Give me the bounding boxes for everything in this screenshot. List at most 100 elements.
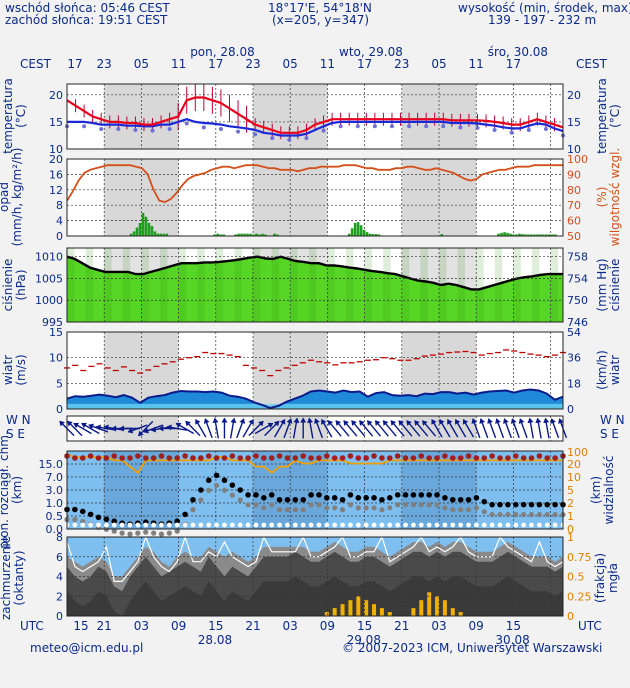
visibility-line <box>66 453 563 475</box>
humidity-tick-right: 80 <box>567 184 581 197</box>
dewpoint-line <box>67 118 564 137</box>
fog-bar <box>348 600 353 616</box>
wind-arrow-head <box>59 420 65 427</box>
cloud-extent-dot-grey <box>221 487 228 493</box>
coords-text: 18°17'E, 54°18'N <box>268 1 372 15</box>
precip-bar <box>515 234 518 236</box>
pressure-stripe <box>234 248 242 322</box>
wind-arrow <box>543 417 550 439</box>
cloud-extent-dot <box>520 501 527 508</box>
cloud-extent-dot-grey <box>158 531 165 537</box>
cloud-extent-dot <box>552 501 558 508</box>
wind-arrow-head <box>137 430 144 437</box>
cloud-extent-dot <box>355 495 362 501</box>
dewpoint-dot <box>543 126 548 131</box>
wind-arrow-head <box>422 420 428 426</box>
pressure-axis-label-left-line: ciśnienie <box>1 259 15 312</box>
pressure-stripe <box>85 248 94 322</box>
pressure-line <box>66 255 563 291</box>
cloud-base-dot <box>411 522 416 528</box>
pressure-tick-right: 746 <box>567 316 588 329</box>
dewpoint-dot <box>389 124 394 129</box>
wind-arrow-head <box>518 418 525 424</box>
cloud-extent-dot-grey <box>206 487 212 493</box>
compass-label-left: W N <box>6 413 31 427</box>
tz-top-label: CEST <box>20 57 52 71</box>
dewpoint-dot <box>338 124 343 129</box>
temp-axis-label-left-line: (°C) <box>14 104 28 128</box>
cloud-tick-left: 8 <box>56 531 63 544</box>
wind-arrow <box>406 420 421 437</box>
cloud-extent-dot <box>418 492 425 498</box>
vis-axis-label-right: (km) widzialność <box>589 456 616 525</box>
cloud-extent-dot-grey <box>229 492 235 498</box>
cloud-extent-tick: 1.0 <box>46 497 64 510</box>
day-bottom-label: 28.08 <box>198 633 232 647</box>
temp-tick-left: 10 <box>49 143 63 156</box>
wind-arrow <box>535 417 542 439</box>
vis-top-dot <box>473 455 480 461</box>
humidity-axis-label: (%) wilgotność wzgl. <box>595 148 622 247</box>
wind-arrow <box>487 418 497 439</box>
wind-arrow-head <box>406 420 412 426</box>
hour-utc-label: 09 <box>320 619 335 633</box>
pressure-stripe <box>383 248 391 322</box>
cloud-tick-left: 6 <box>56 551 63 564</box>
pressure-axis-label-left: ciśnienie (hPa) <box>1 259 28 312</box>
cloud-extent-dot <box>489 501 495 508</box>
precip-bar <box>374 234 378 236</box>
precip-bar <box>243 233 246 236</box>
precip-bar <box>132 231 136 236</box>
pressure-tick-left: 1010 <box>35 251 63 264</box>
cloud-extent-dot-grey <box>473 505 479 511</box>
dewpoint-dot <box>509 130 514 135</box>
grid-text: (x=205, y=347) <box>272 13 370 27</box>
pressure-tick-left: 995 <box>42 316 63 329</box>
fog-tick: 1 <box>567 531 574 544</box>
footer-email[interactable]: meteo@icm.edu.pl <box>30 641 144 655</box>
vis-top-dot <box>111 453 118 459</box>
precip-bar <box>144 216 148 236</box>
fog-bar <box>387 612 392 616</box>
precip-bar <box>377 234 381 236</box>
compass-label-left: S E <box>6 427 25 441</box>
dir-frame <box>66 415 564 442</box>
vis-top-dot <box>363 455 369 461</box>
wind-arrow <box>503 418 512 439</box>
cloud-extent-dot <box>95 514 102 521</box>
cloud-extent-dot <box>205 477 212 484</box>
wind-arrow <box>229 417 237 439</box>
temp-tick-right: 20 <box>567 89 581 102</box>
wind-arrow-head <box>398 420 404 426</box>
vis-top-dot <box>268 455 275 461</box>
vis-frame <box>66 450 564 530</box>
cloud-extent-dot <box>237 487 244 493</box>
precip-axis-label-line: (mm/h, kg/m²/h) <box>10 148 24 247</box>
cloud-extent-dot-grey <box>410 502 417 508</box>
precip-bar <box>368 233 372 236</box>
cloud-base-dot <box>127 522 133 528</box>
cloud-extent-dot-grey <box>497 512 503 518</box>
humidity-tick-right: 60 <box>567 215 581 228</box>
visibility-tick: 2 <box>567 497 574 510</box>
cloud-extent-dot-grey <box>458 507 464 513</box>
sunrise-text: wschód słońca: 05:46 CEST <box>5 1 170 15</box>
wind-arrow <box>236 418 246 439</box>
wind-arrow <box>343 420 358 437</box>
cloud-extent-dot-grey <box>166 530 172 536</box>
cloud-extent-dot <box>363 495 369 501</box>
cloud-extent-dot <box>442 495 448 501</box>
cloud-base-dot <box>300 522 306 528</box>
cloud-extent-dot-grey <box>426 502 432 508</box>
precip-bar <box>264 234 267 236</box>
wind-arrow-head <box>462 418 469 425</box>
wind-arrow-head <box>374 420 381 426</box>
vis-axis-label-right-line: widzialność <box>602 456 616 525</box>
pressure-tick-left: 1000 <box>35 294 63 307</box>
precip-bar <box>150 225 154 236</box>
cloud-extent-dot <box>457 496 464 503</box>
precip-axis-label: opad (mm/h, kg/m²/h) <box>0 148 24 247</box>
precip-bar <box>542 234 545 236</box>
humidity-tick-right: 100 <box>567 153 588 166</box>
cloud-extent-dot <box>434 492 440 498</box>
